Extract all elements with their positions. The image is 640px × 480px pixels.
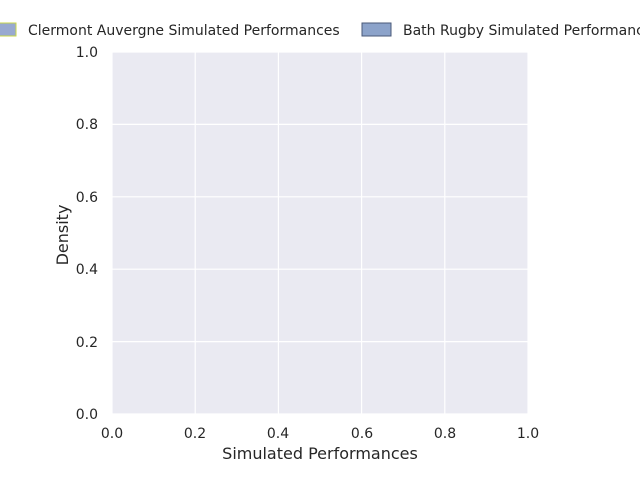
legend-swatch [0, 22, 17, 37]
y-axis-label: Density [53, 205, 72, 266]
legend-item: Bath Rugby Simulated Performances [361, 22, 640, 39]
x-tick-label: 0.8 [434, 426, 456, 442]
x-tick-label: 1.0 [517, 426, 539, 442]
grid-lines [111, 51, 529, 415]
legend: Clermont Auvergne Simulated Performances… [0, 22, 640, 39]
legend-label: Clermont Auvergne Simulated Performances [28, 23, 340, 39]
y-tick-label: 0.6 [76, 190, 98, 206]
y-tick-label: 0.4 [76, 262, 98, 278]
x-tick-label: 0.2 [184, 426, 206, 442]
y-tick-label: 1.0 [76, 45, 98, 61]
x-tick-label: 0.6 [351, 426, 373, 442]
y-tick-label: 0.2 [76, 335, 98, 351]
plot-area [112, 52, 528, 414]
legend-label: Bath Rugby Simulated Performances [403, 23, 640, 39]
legend-swatch [361, 22, 392, 37]
legend-item: Clermont Auvergne Simulated Performances [0, 22, 340, 39]
y-tick-label: 0.0 [76, 407, 98, 423]
x-tick-label: 0.4 [267, 426, 289, 442]
x-axis-label: Simulated Performances [222, 444, 418, 463]
x-axis: 0.0 0.2 0.4 0.6 0.8 1.0 [101, 426, 539, 442]
y-axis: 0.0 0.2 0.4 0.6 0.8 1.0 [76, 45, 98, 423]
y-tick-label: 0.8 [76, 117, 98, 133]
x-tick-label: 0.0 [101, 426, 123, 442]
